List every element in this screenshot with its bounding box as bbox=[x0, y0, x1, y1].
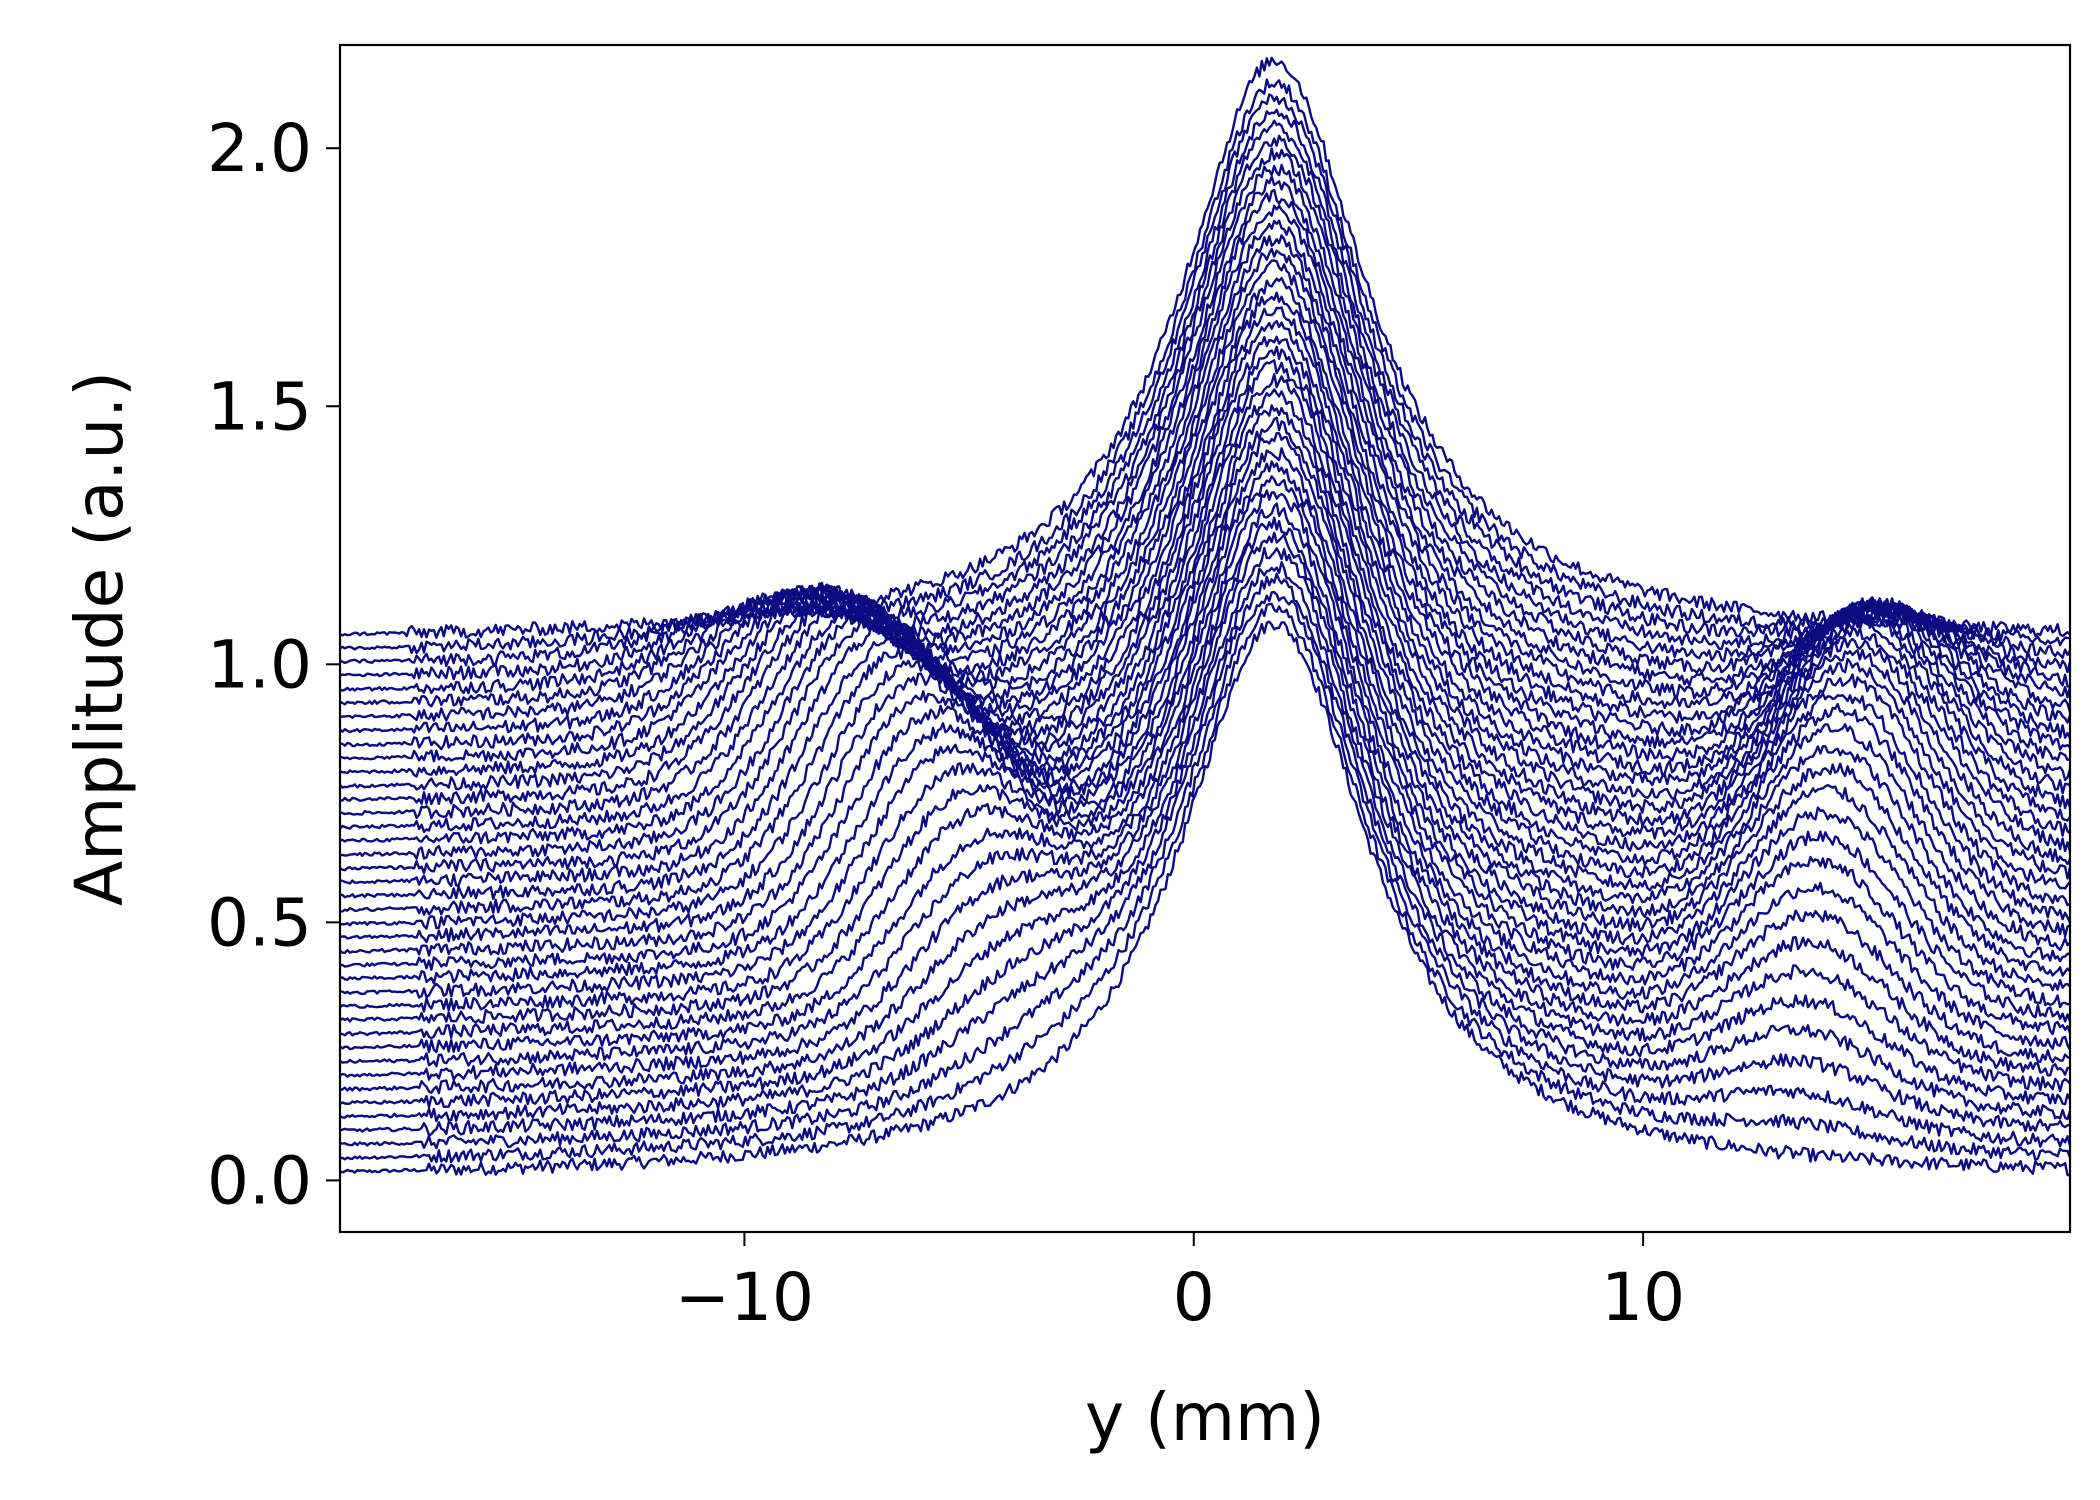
series-line-6 bbox=[340, 546, 2070, 1109]
plot-frame bbox=[338, 43, 2072, 1234]
series-line-22 bbox=[340, 320, 2070, 888]
series-line-31 bbox=[340, 188, 2070, 763]
y-axis-label: Amplitude (a.u.) bbox=[61, 371, 138, 906]
series-line-30 bbox=[340, 204, 2070, 778]
series-line-15 bbox=[340, 416, 2070, 985]
x-tick-label: −10 bbox=[675, 1259, 814, 1336]
series-line-40 bbox=[340, 56, 2070, 639]
series-line-39 bbox=[340, 78, 2070, 655]
series-line-11 bbox=[340, 475, 2070, 1040]
series-line-27 bbox=[340, 247, 2070, 820]
series-line-4 bbox=[340, 572, 2070, 1137]
series-line-10 bbox=[340, 489, 2070, 1054]
series-line-8 bbox=[340, 516, 2070, 1081]
y-tick-label: 1.0 bbox=[207, 626, 312, 703]
y-axis-ticks: 0.0 0.5 1.0 1.5 2.0 bbox=[207, 110, 340, 1219]
series-line-26 bbox=[340, 259, 2070, 834]
series-line-14 bbox=[340, 432, 2070, 999]
series-line-21 bbox=[340, 335, 2070, 900]
series-layer bbox=[340, 56, 2070, 1177]
series-line-38 bbox=[340, 93, 2070, 667]
series-line-2 bbox=[340, 602, 2070, 1164]
series-line-3 bbox=[340, 590, 2070, 1150]
series-line-1 bbox=[340, 620, 2070, 1177]
series-line-34 bbox=[340, 147, 2070, 722]
y-tick-label: 0.5 bbox=[207, 884, 312, 961]
series-line-5 bbox=[340, 561, 2070, 1123]
series-line-18 bbox=[340, 373, 2070, 944]
series-line-7 bbox=[340, 531, 2070, 1095]
series-line-16 bbox=[340, 404, 2070, 971]
y-tick-label: 2.0 bbox=[207, 110, 312, 187]
y-tick-label: 1.5 bbox=[207, 368, 312, 445]
series-line-13 bbox=[340, 447, 2070, 1013]
y-tick-label: 0.0 bbox=[207, 1142, 312, 1219]
x-tick-label: 0 bbox=[1173, 1259, 1215, 1336]
x-axis-label: y (mm) bbox=[1085, 1379, 1325, 1456]
series-line-9 bbox=[340, 502, 2070, 1068]
series-line-20 bbox=[340, 345, 2070, 916]
series-line-23 bbox=[340, 306, 2070, 875]
x-tick-label: 10 bbox=[1601, 1259, 1685, 1336]
series-line-35 bbox=[340, 134, 2070, 708]
series-line-17 bbox=[340, 388, 2070, 957]
series-line-12 bbox=[340, 460, 2070, 1024]
series-line-37 bbox=[340, 108, 2070, 681]
x-axis-ticks: −10 0 10 bbox=[675, 1232, 1685, 1336]
series-line-33 bbox=[340, 163, 2070, 734]
